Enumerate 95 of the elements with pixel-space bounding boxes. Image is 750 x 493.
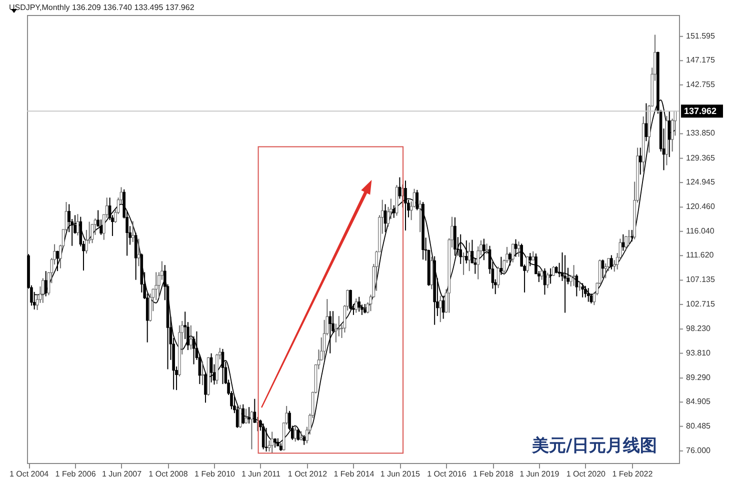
candlestick [540, 269, 544, 280]
x-tick-label: 1 Feb 2022 [612, 470, 654, 478]
candlestick [192, 336, 196, 365]
y-tick-label: 147.175 [686, 56, 716, 65]
candlestick [584, 285, 587, 298]
candlestick [438, 295, 442, 323]
x-tick-label: 1 Feb 2006 [55, 470, 96, 478]
candlestick [418, 200, 422, 233]
candlestick [328, 310, 332, 354]
x-tick-label: 1 Jun 2011 [241, 470, 282, 478]
candlestick [131, 220, 134, 243]
candlestick [517, 240, 520, 258]
candlestick [572, 264, 576, 286]
chart-title: USDJPY,Monthly 136.209 136.740 133.495 137.962 [8, 3, 195, 12]
candlestick [508, 252, 512, 266]
candlestick [270, 431, 274, 454]
x-tick-label: 1 Jun 2019 [520, 470, 560, 478]
y-tick-label: 89.290 [686, 373, 712, 382]
candlestick [210, 352, 213, 383]
y-tick-label: 116.040 [686, 226, 715, 236]
y-tick-label: 133.850 [686, 128, 716, 138]
x-tick-label: 1 Oct 2020 [566, 470, 606, 478]
y-tick-label: 93.810 [686, 348, 712, 358]
candlestick [201, 361, 204, 386]
candlestick [354, 298, 358, 314]
candlestick [248, 406, 250, 424]
candlestick [416, 189, 419, 211]
candlestick [404, 180, 407, 231]
candlestick [630, 229, 634, 242]
candlestick [204, 372, 207, 404]
candlestick [42, 278, 44, 304]
x-tick-label: 1 Jun 2007 [102, 470, 142, 478]
candlestick [44, 270, 48, 297]
candlestick [546, 272, 550, 289]
candlestick [364, 303, 366, 314]
y-tick-label: 142.755 [686, 80, 716, 89]
candlestick [549, 268, 552, 284]
annotation: 美元/日元月线图 [531, 436, 658, 456]
x-tick-label: 1 Feb 2010 [194, 470, 236, 478]
candlestick [528, 252, 532, 267]
candlestick [94, 218, 97, 236]
candlestick [244, 408, 248, 424]
candlestick [468, 242, 471, 272]
candlestick [250, 410, 254, 450]
candlestick [253, 398, 256, 424]
candlestick [134, 232, 138, 280]
candlestick [575, 274, 578, 297]
x-tick-label: 1 Oct 2008 [148, 470, 188, 478]
candlestick [56, 250, 59, 272]
candlestick [668, 111, 671, 158]
candlestick [465, 240, 468, 264]
ref-line-label: 137.962 [684, 106, 717, 116]
y-tick-label: 76.000 [686, 446, 712, 455]
candlestick [512, 243, 514, 263]
x-tick-label: 1 Oct 2016 [427, 470, 467, 478]
candlestick [581, 282, 584, 298]
candlestick [462, 252, 465, 276]
candlestick [586, 288, 590, 302]
candlestick [398, 176, 402, 200]
candlestick [644, 102, 648, 142]
y-tick-label: 124.945 [686, 178, 716, 187]
candlestick [442, 295, 445, 320]
candlestick [392, 204, 396, 218]
x-tick-label: 1 Oct 2012 [288, 470, 328, 478]
x-tick-label: 1 Feb 2014 [334, 470, 375, 478]
candlestick [454, 216, 456, 256]
candlestick [358, 296, 360, 312]
candlestick [221, 348, 224, 385]
y-tick-label: 80.485 [686, 421, 712, 430]
candlestick [639, 147, 642, 176]
y-tick-label: 129.365 [686, 153, 716, 162]
candlestick [459, 234, 462, 264]
y-tick-label: 151.595 [686, 31, 716, 40]
candlestick [482, 238, 486, 261]
candlestick [190, 324, 192, 350]
candlestick [610, 254, 613, 270]
candlestick [564, 254, 566, 314]
candlestick [300, 430, 303, 442]
y-tick-label: 84.905 [686, 397, 712, 406]
y-tick-label: 107.135 [686, 275, 716, 284]
candlestick [526, 256, 529, 274]
x-tick-label: 1 Oct 2004 [9, 470, 50, 478]
candlestick [76, 214, 80, 236]
x-tick-label: 1 Jun 2015 [380, 470, 421, 478]
candlestick [622, 234, 625, 252]
y-tick-label: 102.715 [686, 299, 716, 308]
y-tick-label: 120.460 [686, 202, 716, 212]
candlestick [294, 425, 297, 442]
candlestick [242, 404, 245, 425]
candlestick [500, 256, 503, 276]
y-tick-label: 98.230 [686, 324, 712, 334]
candlestick [514, 238, 518, 258]
candlestick [100, 219, 102, 236]
x-tick-label: 1 Feb 2018 [472, 470, 514, 478]
y-tick-label: 111.620 [686, 250, 714, 260]
